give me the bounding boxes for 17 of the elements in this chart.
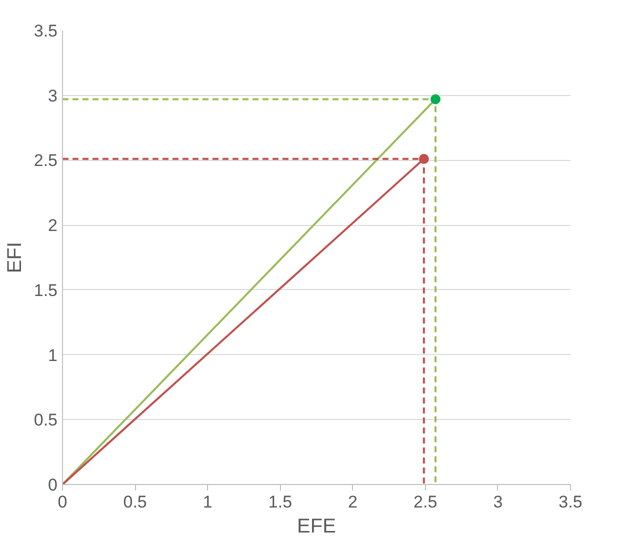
x-tick-label: 3 <box>493 492 503 512</box>
y-axis-title: EFI <box>4 242 26 274</box>
y-tick-label: 3 <box>48 86 58 106</box>
y-tick-label: 3.5 <box>34 22 58 40</box>
y-tick-label: 0 <box>48 476 58 494</box>
x-tick-label: 3.5 <box>558 492 582 512</box>
x-axis-title: EFE <box>297 516 336 538</box>
y-tick-label: 2 <box>48 216 58 236</box>
x-tick-label: 1.5 <box>268 492 292 512</box>
x-tick-label: 0.5 <box>123 492 147 512</box>
y-tick-label: 2.5 <box>34 151 58 170</box>
y-tick-label: 0.5 <box>34 410 58 430</box>
x-tick-label: 1 <box>202 492 212 512</box>
x-tick-label: 2.5 <box>414 492 438 512</box>
x-tick-label: 2 <box>348 492 358 512</box>
y-tick-label: 1 <box>48 346 58 365</box>
y-tick-label: 1.5 <box>34 280 58 300</box>
